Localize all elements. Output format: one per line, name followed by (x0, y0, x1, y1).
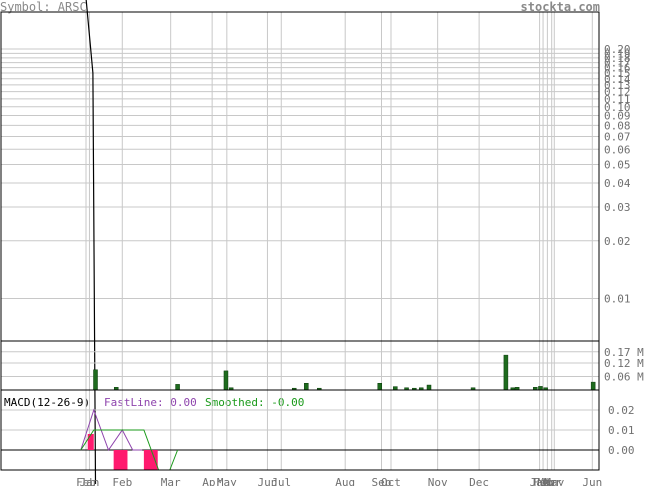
macd-histogram-bar (87, 434, 94, 450)
x-tick-label: Jan (80, 476, 100, 486)
volume-bar (503, 354, 509, 391)
price-tick-label: 0.07 (604, 130, 631, 143)
price-tick-label: 0.12 (604, 86, 631, 99)
macd-title: MACD(12-26-9) (4, 396, 90, 409)
x-tick-label: Feb (112, 476, 132, 486)
volume-tick-label: 0.06 M (604, 371, 644, 384)
price-tick-label: 0.13 (604, 79, 631, 92)
x-tick-label: Dec (469, 476, 489, 486)
macd-tick-label: 0.01 (608, 424, 635, 437)
price-tick-label: 0.18 (604, 52, 631, 65)
macd-tick-label: 0.02 (608, 404, 635, 417)
price-tick-label: 0.15 (604, 67, 631, 80)
price-tick-label: 0.09 (604, 110, 631, 123)
macd-panel: MACD(12-26-9) FastLine: 0.00 Smoothed: -… (1, 390, 635, 471)
price-panel: 0.200.190.180.170.160.150.140.130.120.11… (1, 0, 631, 485)
price-tick-label: 0.17 (604, 57, 631, 70)
volume-bar (175, 384, 180, 391)
x-tick-label: Feb (533, 476, 553, 486)
x-tick-label: Oct (381, 476, 401, 486)
price-tick-label: 0.11 (604, 93, 631, 106)
price-tick-label: 0.16 (604, 62, 631, 75)
macd-histogram-bar (113, 450, 128, 470)
volume-bar (223, 370, 229, 391)
x-tick-label: Mar (161, 476, 181, 486)
x-tick-label: Jan (530, 476, 550, 486)
price-tick-label: 0.05 (604, 158, 631, 171)
x-tick-label: Mar (537, 476, 557, 486)
panel-frames (0, 11, 600, 471)
volume-bar (538, 386, 543, 391)
symbol-label: Symbol: ARSC (0, 0, 87, 14)
volume-tick-label: 0.17 M (604, 346, 644, 359)
volume-bar (377, 383, 383, 391)
volume-bar (93, 369, 98, 391)
x-tick-label: Feb (76, 476, 96, 486)
x-tick-label: Aug (335, 476, 355, 486)
volume-bar (590, 381, 596, 391)
x-tick-label: Nov (428, 476, 448, 486)
price-tick-label: 0.20 (604, 43, 631, 56)
price-tick-label: 0.03 (604, 201, 631, 214)
price-tick-label: 0.04 (604, 177, 631, 190)
volume-tick-label: 0.12 M (604, 357, 644, 370)
smoothed-legend: Smoothed: -0.00 (205, 396, 304, 409)
macd-fastline (80, 408, 143, 452)
price-tick-label: 0.08 (604, 119, 631, 132)
x-tick-label: May (217, 476, 237, 486)
x-tick-label: Jun (258, 476, 278, 486)
price-tick-label: 0.14 (604, 73, 631, 86)
price-tick-label: 0.19 (604, 47, 631, 60)
price-tick-label: 0.06 (604, 143, 631, 156)
volume-frame (0, 340, 600, 391)
brand-logo[interactable]: stockta.com (520, 0, 600, 14)
volume-bar (304, 383, 309, 391)
x-tick-label: May (544, 476, 564, 486)
macd-tick-label: 0.00 (608, 444, 635, 457)
macd-histogram-bar (143, 450, 158, 470)
x-tick-label: Apr (202, 476, 222, 486)
x-tick-label: Sep (372, 476, 392, 486)
price-frame (0, 11, 600, 342)
x-tick-label: Apr (542, 476, 562, 486)
macd-frame (0, 389, 600, 471)
price-tick-label: 0.10 (604, 101, 631, 114)
volume-bar (393, 386, 398, 391)
price-tick-label: 0.01 (604, 292, 631, 305)
volume-bar (426, 384, 432, 391)
x-tick-label: Jun (582, 476, 602, 486)
fastline-legend: FastLine: 0.00 (104, 396, 197, 409)
price-series-line (85, 0, 97, 485)
price-tick-label: 0.02 (604, 235, 631, 248)
x-tick-label: Jul (271, 476, 291, 486)
